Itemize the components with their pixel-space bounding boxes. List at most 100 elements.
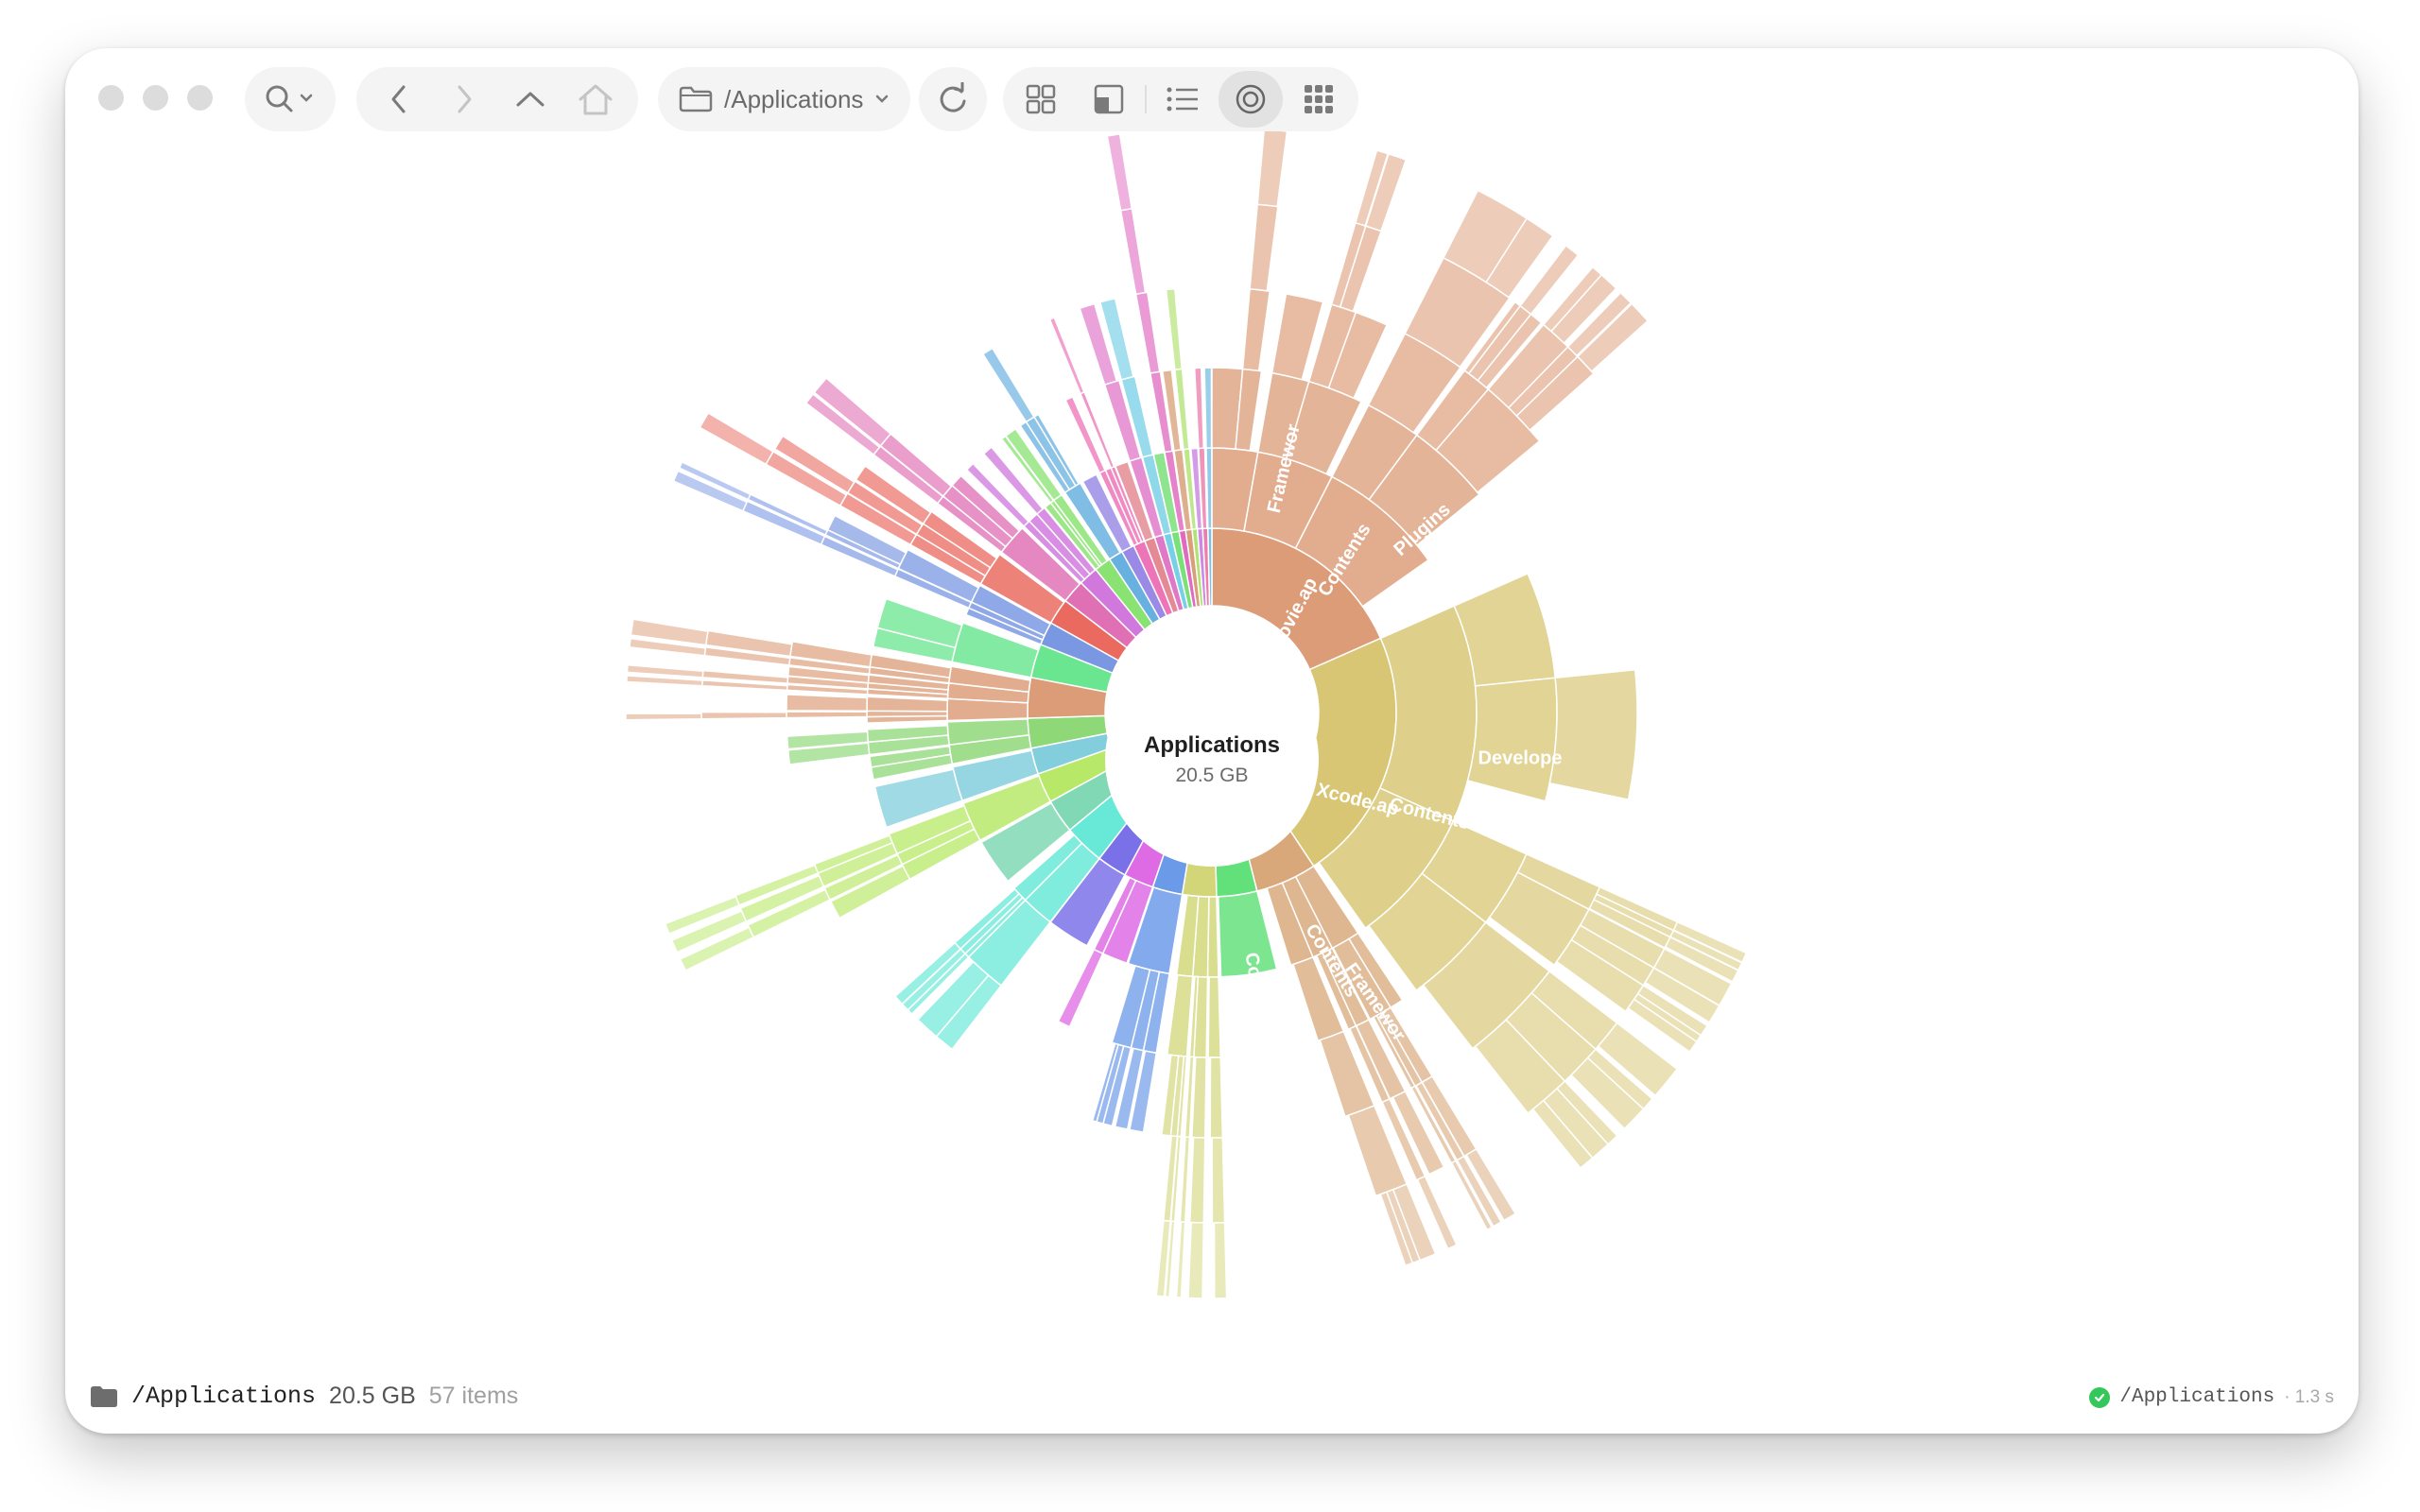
refresh-button[interactable] — [919, 67, 987, 131]
segment-0-arc[interactable] — [1256, 128, 1288, 208]
segment-17-arc[interactable] — [804, 392, 881, 456]
segment-13-arc[interactable] — [786, 665, 870, 684]
segment-1-arc[interactable] — [1466, 677, 1558, 802]
segment-0-arc[interactable] — [1477, 313, 1543, 389]
segment-10-arc[interactable] — [679, 926, 755, 972]
segment-4-arc[interactable] — [1161, 1054, 1180, 1137]
sunburst-chart[interactable]: Movie.ap Contents Framewor Plugins Xcode… — [65, 48, 2359, 1434]
segment-4-arc[interactable] — [1166, 973, 1194, 1057]
up-button[interactable] — [500, 67, 561, 131]
segment-32-arc[interactable] — [1205, 447, 1213, 529]
segment-4-arc[interactable] — [1164, 1220, 1176, 1298]
segment-0-arc[interactable] — [1549, 273, 1617, 345]
segment-13-arc[interactable] — [629, 637, 707, 657]
segment-0-arc[interactable] — [1566, 291, 1633, 357]
segment-18-arc[interactable] — [982, 446, 1045, 515]
segment-13-arc[interactable] — [786, 711, 868, 719]
segment-15-arc[interactable] — [741, 500, 826, 546]
segment-1-arc[interactable] — [1664, 936, 1739, 983]
home-button[interactable] — [565, 67, 626, 131]
segment-3-arc[interactable] — [1217, 890, 1278, 978]
segment-17-arc[interactable] — [813, 377, 892, 447]
segment-22-arc[interactable] — [1048, 317, 1085, 395]
chart-center[interactable] — [1105, 653, 1319, 867]
segment-0-arc[interactable] — [1327, 311, 1389, 400]
segment-4-arc[interactable] — [1211, 1137, 1226, 1224]
path-dropdown[interactable]: /Applications — [658, 67, 911, 131]
segment-4-arc[interactable] — [1155, 1219, 1171, 1297]
segment-13-arc[interactable] — [626, 675, 703, 687]
segment-4-arc[interactable] — [1191, 1056, 1207, 1139]
minimize-button[interactable] — [143, 85, 168, 111]
segment-24-arc[interactable] — [1079, 302, 1118, 387]
segment-14-arc[interactable] — [876, 597, 963, 649]
segment-4-arc[interactable] — [1213, 1222, 1228, 1299]
segment-4-arc[interactable] — [1179, 1136, 1191, 1224]
segment-0-arc[interactable] — [1364, 152, 1408, 232]
segment-0-arc[interactable] — [1249, 203, 1279, 292]
segment-23-arc[interactable] — [1114, 460, 1155, 542]
segment-4-arc[interactable] — [1207, 976, 1221, 1058]
segment-1-arc[interactable] — [1644, 967, 1720, 1023]
segment-10-arc[interactable] — [670, 909, 748, 954]
forward-button[interactable] — [434, 67, 494, 131]
segment-2-arc[interactable] — [1416, 1175, 1458, 1250]
segment-28-arc[interactable] — [1161, 369, 1183, 452]
back-button[interactable] — [369, 67, 429, 131]
segment-25-arc[interactable] — [1098, 297, 1134, 381]
segment-5-arc[interactable] — [1114, 1047, 1145, 1130]
segment-2-arc[interactable] — [1456, 1155, 1503, 1228]
segment-2-arc[interactable] — [1392, 1090, 1445, 1176]
segment-27-arc[interactable] — [1119, 207, 1147, 296]
segment-10-arc[interactable] — [664, 895, 740, 936]
segment-13-arc[interactable] — [866, 696, 949, 713]
segment-16-arc[interactable] — [699, 411, 774, 466]
segment-0-arc[interactable] — [1270, 293, 1324, 381]
segment-11-arc[interactable] — [873, 768, 963, 829]
tiles-view-button[interactable] — [1287, 67, 1351, 131]
segment-12-arc[interactable] — [786, 730, 870, 750]
segment-16-arc[interactable] — [855, 465, 932, 525]
segment-32-arc[interactable] — [1203, 367, 1213, 449]
segment-13-arc[interactable] — [625, 713, 702, 721]
segment-6-arc[interactable] — [1057, 948, 1104, 1028]
treemap-view-button[interactable] — [1077, 67, 1141, 131]
segment-15-arc[interactable] — [826, 514, 908, 566]
segment-17-arc[interactable] — [951, 474, 1021, 540]
segment-4-arc[interactable] — [1187, 1221, 1205, 1299]
segment-4-arc[interactable] — [1188, 1136, 1206, 1224]
segment-13-arc[interactable] — [700, 711, 787, 720]
segment-4-arc[interactable] — [1209, 1057, 1224, 1139]
segment-1-arc[interactable] — [1570, 1057, 1645, 1130]
segment-8-arc[interactable] — [916, 960, 990, 1038]
segment-19-arc[interactable] — [1004, 427, 1063, 502]
segment-27-arc[interactable] — [1106, 132, 1133, 212]
segment-0-arc[interactable] — [1576, 302, 1650, 373]
segment-18-arc[interactable] — [965, 462, 1030, 527]
segment-12-arc[interactable] — [786, 742, 871, 765]
segment-0-arc[interactable] — [1241, 287, 1271, 372]
segment-5-arc[interactable] — [1091, 1042, 1119, 1124]
segment-0-arc[interactable] — [1485, 217, 1554, 299]
zoom-button[interactable] — [187, 85, 213, 111]
segment-8-arc[interactable] — [893, 941, 962, 1005]
close-button[interactable] — [98, 85, 124, 111]
segment-15-arc[interactable] — [672, 470, 749, 512]
segment-20-arc[interactable] — [981, 347, 1035, 423]
list-view-button[interactable] — [1150, 67, 1215, 131]
segment-13-arc[interactable] — [626, 663, 704, 679]
segment-9-arc[interactable] — [979, 801, 1071, 883]
segment-1-arc[interactable] — [1597, 1022, 1679, 1097]
segment-5-arc[interactable] — [1129, 1050, 1158, 1133]
segment-2-arc[interactable] — [1379, 1191, 1414, 1267]
segment-27-arc[interactable] — [1134, 291, 1161, 374]
segment-2-arc[interactable] — [1465, 1147, 1517, 1222]
segment-13-arc[interactable] — [786, 694, 869, 713]
segment-4-arc[interactable] — [1175, 1221, 1186, 1298]
segment-10-arc[interactable] — [829, 865, 911, 919]
sunburst-view-button[interactable] — [1219, 71, 1283, 128]
segment-12-arc[interactable] — [869, 745, 952, 768]
segment-21-arc[interactable] — [1081, 473, 1132, 553]
segment-20-arc[interactable] — [1033, 413, 1080, 488]
segment-1-arc[interactable] — [1531, 1099, 1594, 1170]
